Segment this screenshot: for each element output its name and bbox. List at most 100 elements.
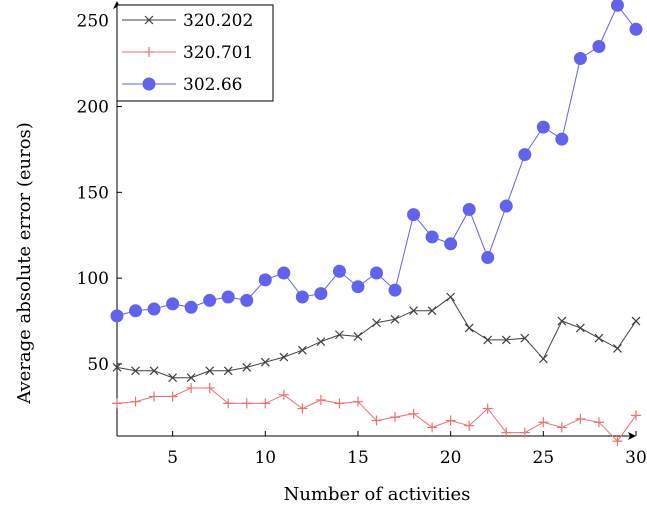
data-point (110, 309, 124, 323)
data-point (592, 39, 606, 53)
data-point (203, 293, 217, 307)
data-point (408, 408, 419, 419)
legend-marker (144, 47, 154, 57)
data-point (260, 398, 271, 409)
x-tick-label: 10 (254, 448, 276, 468)
data-point (149, 391, 160, 402)
data-point (427, 306, 437, 316)
data-point (593, 417, 604, 428)
axes: 5 10 15 20 25 30 50 100 150 200 250 (77, 1, 647, 468)
data-point (390, 314, 400, 324)
data-point (351, 280, 365, 294)
data-point (629, 22, 643, 36)
series-layer (110, 0, 643, 447)
data-point (464, 420, 475, 431)
data-point (631, 316, 641, 326)
data-point (482, 403, 493, 414)
series-circle (110, 0, 643, 323)
data-point (445, 415, 456, 426)
x-tick-label: 30 (625, 448, 647, 468)
data-point (371, 415, 382, 426)
data-point (297, 403, 308, 414)
data-point (353, 332, 363, 341)
data-point (314, 287, 328, 301)
data-point (631, 410, 641, 421)
data-point (483, 335, 493, 345)
data-point (613, 344, 622, 353)
data-point (501, 335, 511, 345)
series-plus (112, 382, 641, 447)
data-point (332, 264, 346, 278)
data-point (520, 333, 530, 343)
data-point (573, 51, 587, 65)
data-point (556, 422, 567, 433)
data-point (464, 323, 474, 333)
data-point (316, 337, 326, 347)
data-point (557, 316, 567, 326)
data-point (409, 306, 418, 316)
data-point (223, 398, 234, 409)
x-axis-title: Number of activities (284, 484, 471, 505)
data-point (352, 396, 363, 407)
legend: 320.202 320.701 302.66 (116, 4, 274, 102)
data-point (370, 266, 383, 280)
data-point (481, 251, 495, 265)
data-point (186, 373, 196, 383)
x-tick-label: 25 (533, 448, 555, 468)
data-point (204, 382, 215, 393)
y-tick-label: 200 (77, 98, 109, 118)
data-point (112, 398, 122, 409)
data-point (538, 417, 549, 428)
data-point (242, 362, 252, 372)
data-point (167, 391, 178, 402)
data-point (518, 148, 532, 162)
data-point (425, 230, 439, 244)
data-point (390, 412, 401, 423)
x-tick-label: 15 (347, 448, 369, 468)
data-point (129, 304, 143, 318)
data-point (149, 366, 159, 376)
legend-label: 320.202 (183, 11, 253, 31)
data-point (499, 199, 513, 213)
data-point (112, 362, 122, 372)
data-point (241, 398, 252, 409)
data-point (260, 357, 270, 367)
y-tick-label: 150 (77, 183, 109, 203)
data-point (130, 396, 141, 407)
data-point (594, 333, 604, 343)
data-point (575, 413, 586, 424)
data-point (388, 283, 402, 297)
data-point (221, 290, 235, 304)
legend-item: 320.202 (122, 11, 253, 31)
data-point (555, 132, 569, 146)
y-axis-title: Average absolute error (euros) (14, 122, 35, 405)
data-point (335, 330, 344, 340)
data-point (372, 318, 381, 328)
data-point (444, 237, 458, 251)
data-point (277, 266, 291, 280)
x-tick-label: 5 (167, 448, 178, 468)
x-axis-arrow (628, 432, 636, 440)
data-point (205, 366, 215, 376)
data-point (501, 427, 512, 438)
data-point (334, 398, 345, 409)
data-point (612, 436, 623, 447)
data-point (427, 422, 438, 433)
y-tick-label: 100 (77, 269, 109, 289)
data-point (407, 208, 421, 222)
data-point (610, 0, 624, 12)
series-line (116, 387, 637, 442)
legend-marker (144, 15, 154, 25)
data-point (462, 202, 476, 216)
data-point (446, 292, 456, 302)
y-tick-label: 250 (77, 12, 109, 32)
data-point (519, 427, 530, 438)
data-point (297, 345, 307, 355)
legend-label: 302.66 (183, 75, 242, 95)
data-point (278, 389, 289, 400)
data-point (131, 366, 140, 376)
data-point (186, 382, 197, 393)
data-point (538, 354, 548, 364)
legend-item: 320.701 (122, 43, 253, 63)
